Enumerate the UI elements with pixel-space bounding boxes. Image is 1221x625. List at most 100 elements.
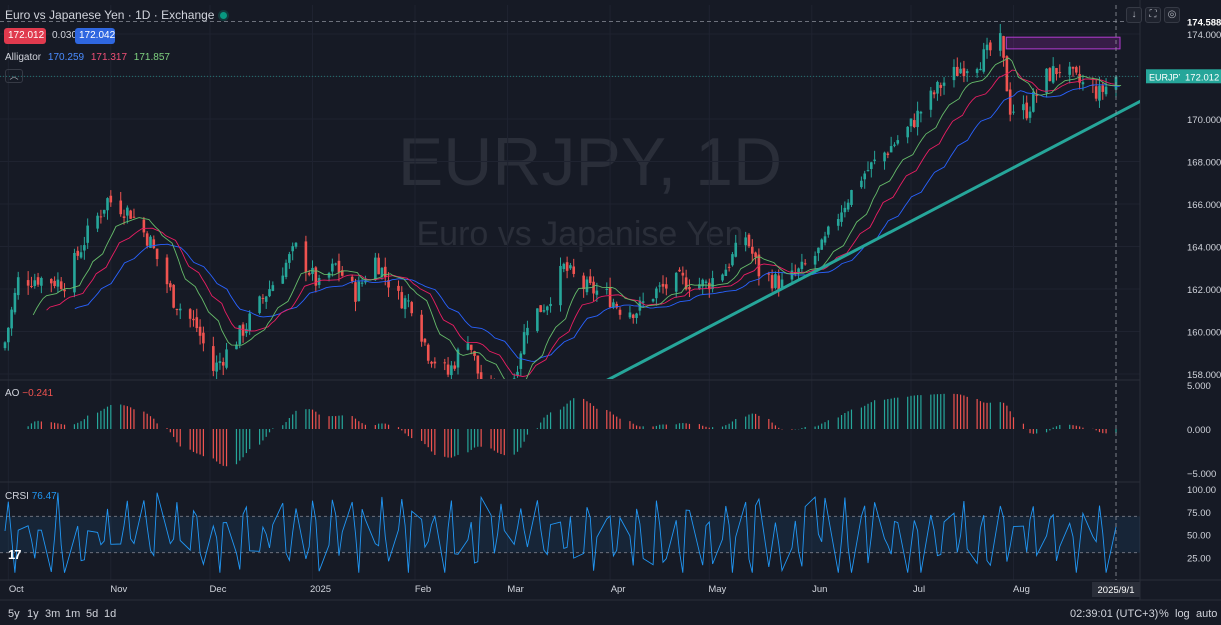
symbol-tag-bg [1146,69,1180,84]
timeframe-5d[interactable]: 5d [86,608,99,620]
candle-body [407,300,410,302]
candle-body [750,246,754,254]
clock[interactable]: 02:39:01 (UTC+3) [1070,608,1159,620]
candle-body [83,245,86,251]
alligator-lines [32,57,1122,379]
candle-body [426,344,430,361]
collapse-legend-icon[interactable]: ︿ [5,69,23,83]
candle-body [456,349,460,368]
candle-body [261,297,265,299]
candle-body [1028,111,1032,118]
candle-body [896,140,900,144]
crsi-pane: 100.00 75.00 50.00 25.00 [0,485,1216,573]
trendline[interactable] [606,91,1160,380]
candle-body [681,272,685,276]
candle-body [327,273,331,278]
ao-tick-label: 5.000 [1187,381,1211,392]
crsi-tick-label: 75.00 [1187,508,1211,519]
timeframe-1m[interactable]: 1m [65,608,81,620]
ascending-trendline [606,99,1140,379]
candle-body [698,284,701,290]
candle-body [1081,82,1085,85]
candle-body [126,207,129,216]
candle-body [96,215,99,229]
candle-body [59,281,63,290]
candle-body [149,236,152,248]
candle-body [704,281,708,283]
high-label: 174.588 [1187,18,1221,29]
candle-body [288,254,291,263]
auto-toggle[interactable]: auto [1196,608,1218,620]
tradingview-logo-icon[interactable]: 17 [8,547,21,562]
candle-body [334,263,337,265]
sell-button[interactable]: 172.012 [4,28,46,44]
candle-body [850,190,853,205]
candle-body [102,209,106,214]
snapshot-icon[interactable]: ◎ [1164,7,1180,23]
candle-body [962,68,966,77]
time-tick-label: Apr [611,584,626,595]
alligator-legend[interactable]: Alligator 170.259 171.317 171.857 [5,52,174,63]
crsi-legend[interactable]: CRSI 76.47 [5,491,57,502]
candle-body [731,254,734,266]
candle-body [198,326,202,336]
candle-body [939,85,943,88]
candle-body [919,111,923,114]
candle-body [7,327,10,343]
candle-body [76,250,80,256]
timeframe-3m[interactable]: 3m [45,608,61,620]
buy-button[interactable]: 172.042 [75,28,115,44]
time-tick-label: Aug [1013,584,1030,595]
candle-body [218,361,222,363]
candle-body [860,180,863,188]
candle-body [536,308,539,332]
candle-body [63,289,66,292]
candle-body [1032,91,1035,112]
candle-body [827,226,830,235]
candle-body [790,270,794,280]
timeframe-1y[interactable]: 1y [27,608,39,620]
candle-body [1048,68,1052,81]
candle-body [870,162,873,170]
candle-body [350,276,354,282]
last-price-tag: 172.012 [1185,72,1219,83]
candle-body [307,272,311,275]
alligator-teeth-value: 171.317 [90,52,128,63]
candle-body [823,236,827,243]
time-tick-label: May [708,584,726,595]
candle-body [397,285,400,291]
ao-legend[interactable]: AO −0.241 [5,388,53,399]
log-toggle[interactable]: log [1175,608,1190,620]
candle-body [635,313,638,318]
alligator-lips-line [32,57,1122,379]
candle-body [245,328,248,334]
timeframe-1d[interactable]: 1d [104,608,117,620]
candle-body [965,71,969,74]
candle-body [175,308,179,310]
candle-body [188,309,192,319]
expand-icon[interactable]: ⛶ [1145,7,1161,23]
candle-body [466,343,470,350]
candle-body [304,241,308,273]
candle-body [605,288,609,290]
candle-body [549,303,552,307]
timeframe-5y[interactable]: 5y [8,608,20,620]
candle-body [631,314,635,319]
crsi-label: CRSI [5,491,29,502]
resistance-zone [1005,36,1121,50]
candle-body [942,82,946,86]
candle-body [291,246,294,252]
arrow-down-icon[interactable]: ↓ [1126,7,1142,23]
time-tick-label: Jul [913,584,925,595]
candle-body [886,153,890,155]
candle-body [883,152,886,162]
candle-body [1051,66,1055,83]
high-label-bg [1180,14,1221,29]
candle-body [820,239,824,250]
chart-title[interactable]: Euro vs Japanese Yen · 1D · Exchange [5,8,228,22]
percent-toggle[interactable]: % [1159,608,1169,620]
candle-body [377,257,380,275]
candle-body [889,146,893,153]
candle-body [433,361,437,364]
